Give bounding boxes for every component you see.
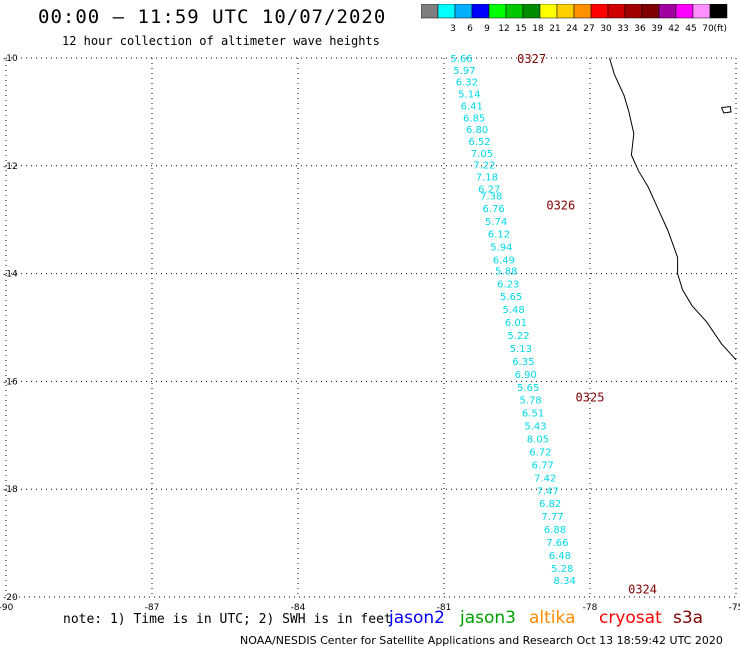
satellite-label-altika: altika (529, 608, 576, 628)
wave-height-value: 6.27 (478, 184, 500, 195)
grid (6, 58, 736, 597)
x-tick-label: -84 (291, 603, 306, 612)
y-tick-label: -16 (3, 377, 18, 387)
wave-height-value: 7.66 (546, 538, 568, 549)
wave-height-value: 6.51 (522, 409, 544, 420)
legend-swatch (709, 4, 728, 19)
wave-height-value: 5.78 (519, 396, 541, 407)
island-outline (720, 105, 732, 114)
satellite-label-jason2: jason2 (389, 608, 445, 628)
wave-height-value: 5.65 (500, 292, 522, 303)
legend-unit: (ft) (713, 24, 727, 34)
wave-height-value: 7.38 (480, 191, 502, 202)
altimeter-map: -90 -87 -84 -81 -78 -75 -10 -12 -14 -16 -18 -20 5.66… (0, 52, 740, 612)
legend-tick-label: 12 (498, 24, 509, 34)
wave-height-legend: 3 6 9 12 15 18 21 24 27 30 33 36 39 42 45 70 (ft) (421, 4, 728, 34)
map-title: 00:00 – 11:59 UTC 10/07/2020 (38, 6, 387, 28)
pass-time-label: 0327 (517, 52, 546, 66)
y-tick-label: -12 (3, 162, 18, 172)
wave-height-value: 6.88 (544, 525, 566, 536)
wave-height-value: 6.32 (456, 78, 478, 89)
wave-height-value: 7.22 (473, 161, 495, 172)
map-frame (5, 57, 737, 598)
footer-note: note: 1) Time is in UTC; 2) SWH is in fe… (63, 612, 392, 627)
y-tick-label: -20 (3, 593, 18, 603)
wave-height-value: 6.41 (461, 101, 483, 112)
wave-height-value: 7.77 (541, 512, 563, 523)
legend-tick-label: 45 (685, 24, 696, 34)
legend-tick-label: 15 (515, 24, 526, 34)
legend-tick-label: 3 (450, 24, 456, 34)
satellite-label-jason3: jason3 (460, 608, 516, 628)
satellite-label-s3a: s3a (673, 608, 704, 628)
wave-height-value: 6.80 (466, 125, 488, 136)
wave-height-value: 6.77 (532, 460, 554, 471)
wave-height-value: 6.52 (468, 137, 490, 148)
wave-height-value: 5.66 (450, 54, 472, 65)
wave-height-value: 6.85 (463, 113, 485, 124)
wave-height-value: 6.76 (483, 204, 505, 215)
legend-tick-label: 24 (566, 24, 578, 34)
legend-tick-label: 42 (668, 24, 679, 34)
y-tick-label: -18 (3, 485, 18, 495)
pass-time-label: 0324 (628, 582, 657, 596)
satellite-label-cryosat: cryosat (599, 608, 662, 628)
wave-height-value: 5.28 (551, 564, 573, 575)
legend-tick-label: 36 (634, 24, 646, 34)
wave-height-value: 5.65 (517, 383, 539, 394)
wave-height-value: 7.05 (471, 149, 493, 160)
y-tick-label: -10 (3, 54, 18, 64)
wave-height-value: 6.01 (505, 318, 527, 329)
wave-height-value: 5.13 (510, 344, 532, 355)
x-tick-label: -90 (0, 603, 14, 612)
legend-tick-label: 27 (583, 24, 594, 34)
wave-height-value: 5.97 (453, 66, 475, 77)
pass-time-label: 0325 (576, 390, 605, 404)
wave-height-value: 7.47 (537, 486, 559, 497)
legend-tick-label: 21 (549, 24, 560, 34)
wave-height-value: 5.94 (490, 243, 512, 254)
coastline (609, 57, 737, 361)
legend-tick-label: 30 (600, 24, 612, 34)
wave-height-value: 6.90 (515, 370, 537, 381)
legend-tick-label: 9 (484, 24, 490, 34)
legend-tick-label: 70 (702, 24, 714, 34)
wave-height-value: 5.43 (524, 422, 546, 433)
x-tick-label: -81 (437, 603, 452, 612)
wave-height-value: 6.49 (493, 256, 515, 267)
wave-height-value: 6.23 (497, 279, 519, 290)
wave-height-value: 6.82 (539, 499, 561, 510)
wave-height-value: 5.14 (458, 90, 480, 101)
x-tick-label: -87 (145, 603, 160, 612)
y-tick-label: -14 (3, 270, 18, 280)
wave-height-value: 8.05 (527, 435, 549, 446)
pass-time-label: 0326 (546, 199, 575, 213)
wave-height-value: 7.42 (534, 473, 556, 484)
x-tick-label: -78 (583, 603, 598, 612)
credit-line: NOAA/NESDIS Center for Satellite Applica… (240, 634, 723, 647)
wave-height-value: 6.48 (549, 551, 571, 562)
wave-height-value: 6.35 (512, 357, 534, 368)
wave-height-value: 5.74 (485, 217, 507, 228)
legend-tick-label: 33 (617, 24, 628, 34)
x-tick-label: -75 (729, 603, 740, 612)
wave-height-value: 7.18 (476, 173, 498, 184)
legend-tick-label: 39 (651, 24, 663, 34)
wave-height-value: 6.72 (529, 447, 551, 458)
legend-tick-label: 6 (467, 24, 473, 34)
wave-height-value: 5.88 (495, 266, 517, 277)
wave-height-value: 5.48 (502, 305, 524, 316)
wave-height-value: 8.34 (554, 576, 576, 587)
wave-height-value: 6.12 (488, 230, 510, 241)
wave-height-value: 5.22 (507, 331, 529, 342)
legend-tick-label: 18 (532, 24, 544, 34)
altimeter-track: 5.665.976.325.146.416.856.806.527.057.22… (450, 54, 575, 587)
map-subtitle: 12 hour collection of altimeter wave hei… (62, 34, 380, 48)
